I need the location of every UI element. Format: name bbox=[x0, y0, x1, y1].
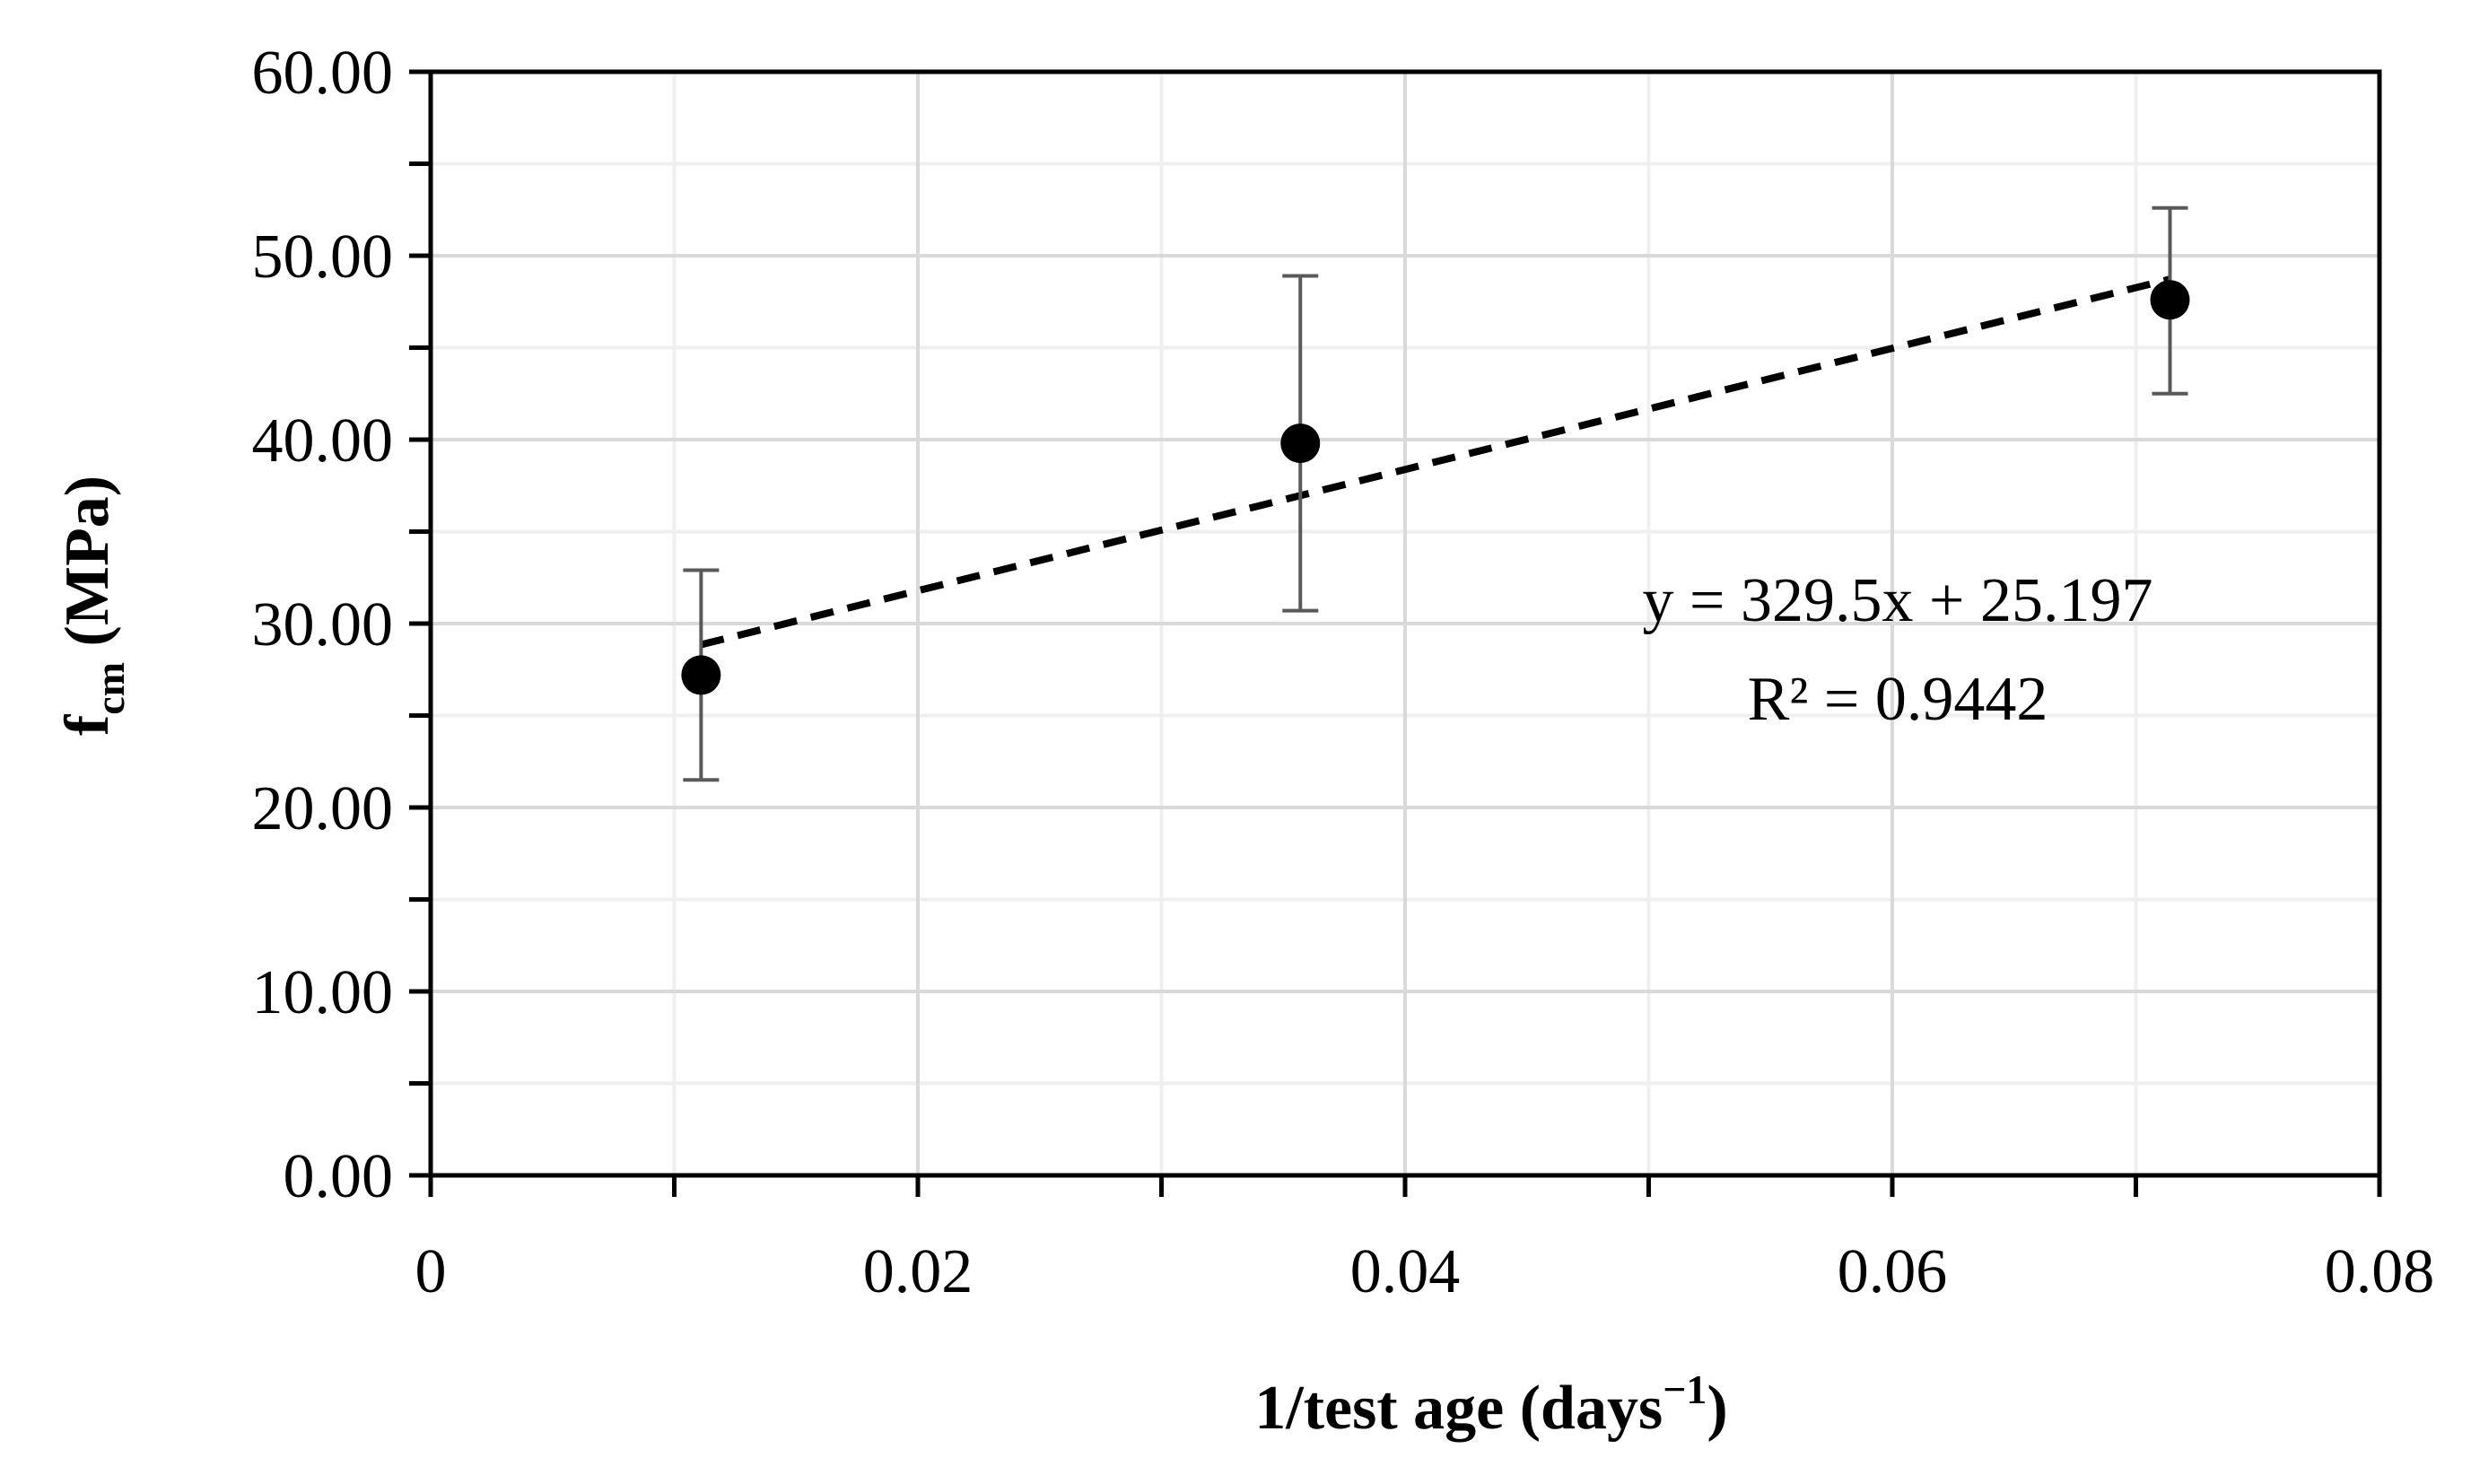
y-tick-label: 50.00 bbox=[252, 223, 394, 292]
y-axis-title-end: (MPa) bbox=[53, 476, 122, 662]
tick-labels: 0.00 10.00 20.00 30.00 40.00 50.00 60.00 0 0.02 0… bbox=[252, 39, 2435, 1306]
y-tick-label: 40.00 bbox=[252, 406, 394, 476]
trendline-layer bbox=[700, 275, 2171, 649]
x-axis-title-main: 1/test age (days bbox=[1254, 1374, 1663, 1443]
y-tick-label: 0.00 bbox=[284, 1142, 394, 1211]
x-axis-title-end: ) bbox=[1707, 1374, 1727, 1443]
data-points bbox=[681, 280, 2190, 695]
data-point bbox=[681, 655, 721, 695]
data-point bbox=[2150, 280, 2190, 320]
x-tick-label: 0.06 bbox=[1838, 1237, 1948, 1306]
x-tick-label: 0.04 bbox=[1350, 1237, 1461, 1306]
y-tick-label: 20.00 bbox=[252, 774, 394, 843]
x-tick-label: 0.08 bbox=[2325, 1237, 2435, 1306]
axes bbox=[409, 69, 2382, 1197]
grid bbox=[431, 72, 2379, 1175]
x-axis-title: 1/test age (days−1) bbox=[1254, 1366, 1727, 1443]
trendline-equation: y = 329.5x + 25.197 bbox=[1643, 566, 2153, 635]
x-axis-title-superscript: −1 bbox=[1663, 1366, 1707, 1412]
y-axis-title-subscript: cm bbox=[87, 662, 133, 715]
y-axis-title-main: f bbox=[53, 714, 122, 736]
linear-trendline bbox=[700, 275, 2171, 649]
x-tick-label: 0 bbox=[415, 1237, 447, 1306]
y-tick-label: 60.00 bbox=[252, 39, 394, 108]
y-tick-label: 10.00 bbox=[252, 958, 394, 1027]
y-axis-title: fcm (MPa) bbox=[53, 476, 133, 736]
x-tick-label: 0.02 bbox=[863, 1237, 974, 1306]
r-squared-label: R² = 0.9442 bbox=[1748, 665, 2048, 734]
data-point bbox=[1280, 423, 1321, 464]
y-tick-label: 30.00 bbox=[252, 590, 394, 659]
